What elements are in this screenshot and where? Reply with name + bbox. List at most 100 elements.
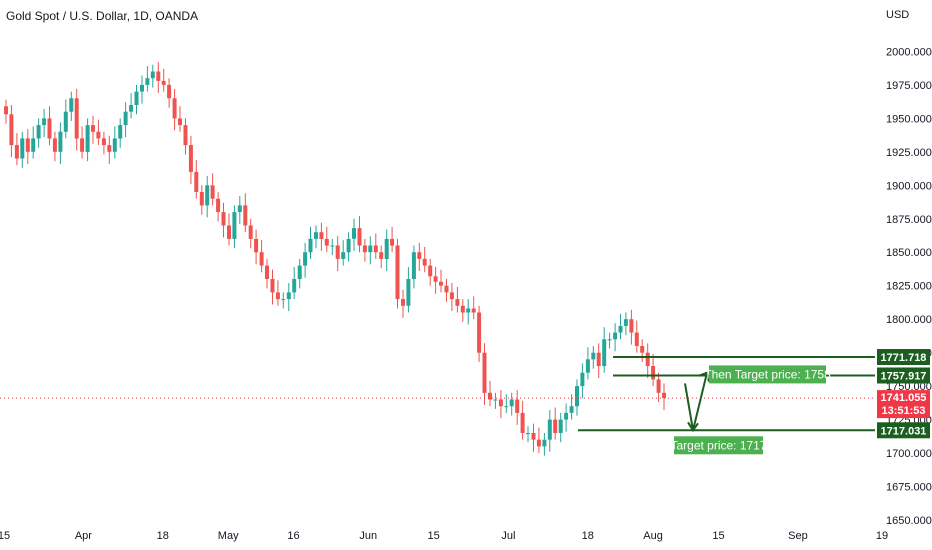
candle-body xyxy=(178,118,182,126)
candle-body xyxy=(526,433,530,434)
candle-body xyxy=(259,252,264,266)
y-tick-label: 1925.000 xyxy=(886,147,932,159)
candles xyxy=(4,62,666,456)
candle-body xyxy=(629,319,634,333)
candle-body xyxy=(36,125,41,139)
candle-body xyxy=(384,238,389,259)
candle-body xyxy=(558,419,563,433)
candle-body xyxy=(58,131,63,152)
target-badge xyxy=(674,436,763,455)
candle-body xyxy=(596,352,601,367)
candle-body xyxy=(482,352,487,393)
level-price-label: 1771.718 xyxy=(881,352,927,364)
candle-body xyxy=(314,232,318,239)
candle-body xyxy=(417,252,422,259)
candle-body xyxy=(286,292,291,300)
candle-body xyxy=(232,212,237,239)
candle-body xyxy=(265,265,269,279)
candle-body xyxy=(477,312,482,353)
candle-body xyxy=(112,138,117,152)
candle-body xyxy=(227,225,231,239)
candle-body xyxy=(25,138,30,152)
candle-body xyxy=(275,292,280,300)
candle-body xyxy=(602,339,607,367)
x-tick-label: 15 xyxy=(427,530,439,542)
candle-body xyxy=(368,245,373,253)
candle-body xyxy=(471,308,476,313)
candle-body xyxy=(52,138,57,152)
candle-body xyxy=(85,125,90,152)
level-price-badge xyxy=(877,349,930,365)
candle-body xyxy=(243,205,248,226)
candle-body xyxy=(47,118,52,139)
target-label: Target price: 1717 xyxy=(670,438,766,452)
candle-body xyxy=(455,299,460,306)
candle-body xyxy=(466,308,471,313)
x-tick-label: Aug xyxy=(643,530,663,542)
candle-body xyxy=(210,185,215,199)
candle-body xyxy=(373,245,378,253)
arrow-head-up xyxy=(698,371,710,382)
candle-body xyxy=(292,279,297,293)
y-tick-label: 1825.000 xyxy=(886,281,932,293)
x-tick-label: 18 xyxy=(157,530,169,542)
candle-body xyxy=(183,125,188,146)
candle-body xyxy=(270,279,275,293)
y-tick-label: 1950.000 xyxy=(886,113,932,125)
candle-body xyxy=(107,145,112,152)
level-price-badge xyxy=(877,367,930,384)
current-price-badge xyxy=(877,390,930,419)
candle-body xyxy=(585,359,590,373)
candle-body xyxy=(575,386,579,407)
candle-body xyxy=(460,305,465,313)
candle-body xyxy=(161,80,166,85)
candle-body xyxy=(91,125,95,132)
candle-body xyxy=(346,238,351,253)
candle-body xyxy=(520,412,525,433)
level-price-badge xyxy=(877,422,930,439)
arrow-head-down xyxy=(687,421,699,433)
x-tick-label: Jun xyxy=(359,530,377,542)
candle-body xyxy=(569,406,574,413)
x-tick-label: Sep xyxy=(788,530,808,542)
then-target-label: Then Target price: 1758 xyxy=(704,367,831,381)
candle-body xyxy=(428,265,433,277)
candle-body xyxy=(69,98,74,112)
candle-body xyxy=(167,84,172,99)
candle-body xyxy=(553,419,558,433)
candle-body xyxy=(580,372,585,387)
candle-body xyxy=(80,138,85,152)
candle-body xyxy=(362,245,367,253)
x-tick-label: 16 xyxy=(287,530,299,542)
candle-body xyxy=(439,281,443,286)
currency-label: USD xyxy=(886,9,909,21)
candle-body xyxy=(395,245,400,300)
candle-body xyxy=(645,352,650,367)
candle-body xyxy=(156,71,161,81)
candle-body xyxy=(536,439,541,447)
y-tick-label: 1975.000 xyxy=(886,80,932,92)
x-axis: 15Apr18May16Jun15Jul18Aug15Sep19Oct xyxy=(0,530,888,542)
candle-body xyxy=(194,171,199,192)
candle-body xyxy=(216,198,221,213)
candle-body xyxy=(74,98,79,139)
candle-body xyxy=(96,131,101,139)
candle-body xyxy=(123,111,128,126)
candle-body xyxy=(352,228,356,239)
candle-body xyxy=(509,399,514,407)
level-price-label: 1717.031 xyxy=(881,425,927,437)
candle-body xyxy=(335,245,340,259)
x-tick-label: 18 xyxy=(582,530,594,542)
candle-body xyxy=(42,118,47,126)
candle-body xyxy=(9,114,14,146)
candle-body xyxy=(444,285,449,293)
annotations: Then Target price: 1758 Target price: 171… xyxy=(670,365,831,455)
candle-body xyxy=(433,276,438,282)
candle-body xyxy=(564,412,569,420)
candle-body xyxy=(411,252,416,279)
candle-body xyxy=(31,138,36,152)
candle-body xyxy=(254,238,259,253)
candle-body xyxy=(488,392,492,400)
